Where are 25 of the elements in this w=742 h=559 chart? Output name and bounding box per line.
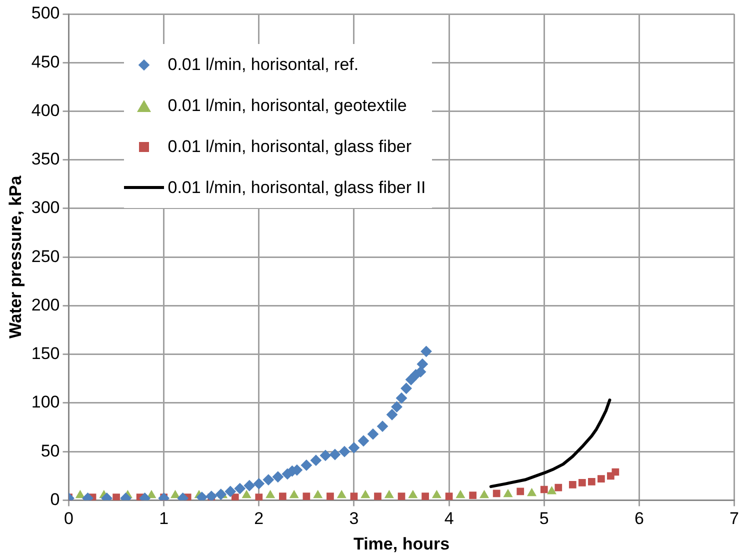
y-tick-label: 150: [31, 344, 60, 364]
x-tick-label: 7: [730, 509, 740, 528]
y-tick-label: 500: [31, 4, 60, 23]
x-tick-label: 1: [159, 509, 169, 528]
y-tick-label: 100: [31, 392, 60, 412]
y-tick-label: 450: [31, 52, 60, 72]
y-tick-label: 400: [31, 100, 60, 120]
x-tick-label: 6: [634, 509, 644, 528]
x-tick-label: 4: [444, 509, 454, 528]
y-tick-label: 0: [50, 490, 60, 509]
legend-label: 0.01 l/min, horisontal, ref.: [168, 54, 359, 74]
y-tick-label: 250: [31, 246, 60, 266]
x-tick-label: 0: [64, 509, 74, 528]
y-tick-label: 50: [40, 441, 60, 460]
y-axis-title: Water pressure, kPa: [6, 175, 25, 339]
x-tick-label: 3: [349, 509, 359, 528]
legend-label: 0.01 l/min, horisontal, glass fiber II: [168, 178, 426, 198]
y-tick-label: 200: [31, 295, 60, 314]
legend-label: 0.01 l/min, horisontal, glass fiber: [168, 136, 412, 156]
legend-label: 0.01 l/min, horisontal, geotextile: [168, 96, 407, 116]
x-tick-label: 2: [254, 509, 264, 528]
x-tick-label: 5: [539, 509, 549, 528]
x-axis-title: Time, hours: [353, 534, 450, 554]
y-tick-label: 300: [31, 198, 60, 218]
y-tick-label: 350: [31, 150, 60, 169]
